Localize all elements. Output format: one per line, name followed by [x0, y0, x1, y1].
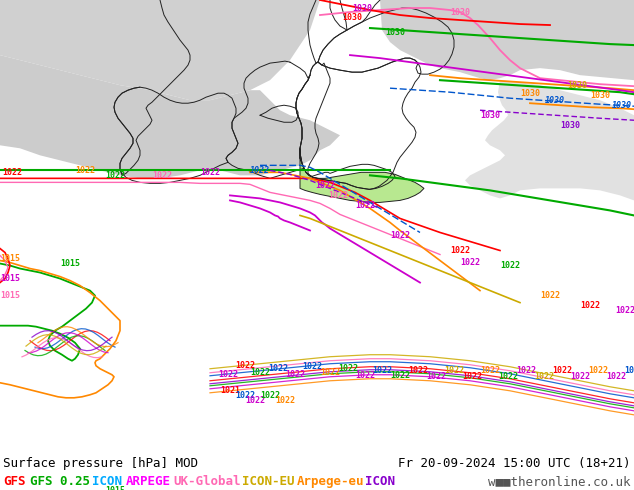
Text: 1022: 1022 — [390, 231, 410, 240]
Text: 1022: 1022 — [355, 371, 375, 380]
Text: 1022: 1022 — [328, 191, 348, 200]
Text: w■■theronline.co.uk: w■■theronline.co.uk — [489, 475, 631, 488]
Text: 1022: 1022 — [355, 201, 375, 210]
Text: 1022: 1022 — [372, 366, 392, 375]
Text: 1022: 1022 — [570, 372, 590, 381]
Text: 1022: 1022 — [408, 366, 428, 375]
Text: 1022: 1022 — [235, 361, 255, 370]
Text: 1022: 1022 — [606, 372, 626, 381]
Text: 1022: 1022 — [235, 392, 255, 400]
Text: 1022: 1022 — [285, 370, 305, 379]
Text: GFS: GFS — [3, 475, 25, 488]
Text: 1022: 1022 — [250, 368, 270, 377]
Text: GFS 0.25: GFS 0.25 — [30, 475, 91, 488]
Text: 1030: 1030 — [545, 96, 565, 105]
Text: 1022: 1022 — [498, 372, 518, 381]
Text: 1030: 1030 — [352, 3, 372, 13]
Text: ICON: ICON — [365, 475, 395, 488]
Text: Fr 20-09-2024 15:00 UTC (18+21): Fr 20-09-2024 15:00 UTC (18+21) — [399, 457, 631, 470]
Text: 1022: 1022 — [480, 366, 500, 375]
Text: 1030: 1030 — [612, 101, 632, 110]
Text: 1022: 1022 — [426, 372, 446, 381]
Polygon shape — [300, 148, 424, 202]
Text: Surface pressure [hPa] MOD: Surface pressure [hPa] MOD — [3, 457, 198, 470]
Text: 1022: 1022 — [338, 364, 358, 373]
Text: 1022: 1022 — [500, 261, 520, 270]
Text: Arpege-eu: Arpege-eu — [297, 475, 364, 488]
Text: 1030: 1030 — [560, 121, 580, 130]
Text: 1030: 1030 — [590, 91, 610, 99]
Text: 1021: 1021 — [220, 386, 240, 395]
Text: 1030: 1030 — [450, 7, 470, 17]
Text: 1022: 1022 — [460, 258, 480, 267]
Text: 1015: 1015 — [0, 254, 20, 263]
Text: 1022: 1022 — [320, 368, 340, 377]
Text: 1022: 1022 — [580, 301, 600, 310]
Text: 1022: 1022 — [302, 362, 322, 371]
Polygon shape — [0, 0, 320, 100]
Text: 1022: 1022 — [615, 306, 634, 315]
Text: ICON-EU: ICON-EU — [242, 475, 295, 488]
Text: 1022: 1022 — [260, 392, 280, 400]
Text: 1022: 1022 — [450, 246, 470, 255]
Text: 1022: 1022 — [105, 171, 125, 180]
Text: 1022: 1022 — [534, 372, 554, 381]
Text: 1022: 1022 — [516, 366, 536, 375]
Polygon shape — [380, 0, 634, 80]
Text: 1015: 1015 — [0, 291, 20, 300]
Text: 1022: 1022 — [200, 168, 220, 177]
Text: 1022: 1022 — [540, 291, 560, 300]
Text: ICON: ICON — [92, 475, 122, 488]
Text: 1022: 1022 — [268, 364, 288, 373]
Text: 1022: 1022 — [444, 366, 464, 375]
Text: 1022: 1022 — [75, 166, 95, 175]
Text: 1015: 1015 — [105, 487, 125, 490]
Text: 1022: 1022 — [2, 168, 22, 177]
Text: 1015: 1015 — [60, 259, 80, 268]
Text: 1030: 1030 — [480, 111, 500, 120]
Text: 1030: 1030 — [385, 27, 405, 37]
Text: 1022: 1022 — [315, 181, 335, 190]
Text: 1022: 1022 — [245, 396, 265, 405]
Text: 1015: 1015 — [0, 274, 20, 283]
Polygon shape — [0, 55, 340, 178]
Text: 1022: 1022 — [624, 366, 634, 375]
Text: 1022: 1022 — [588, 366, 608, 375]
Text: 1022: 1022 — [275, 396, 295, 405]
Text: 1030: 1030 — [567, 81, 587, 90]
Text: 1022: 1022 — [390, 371, 410, 380]
Text: ARPEGE: ARPEGE — [126, 475, 171, 488]
Text: 1022: 1022 — [218, 370, 238, 379]
Text: UK-Global: UK-Global — [174, 475, 242, 488]
Text: 1030: 1030 — [520, 89, 540, 98]
Text: 1022: 1022 — [152, 171, 172, 180]
Text: 1030: 1030 — [342, 13, 362, 22]
Polygon shape — [465, 80, 634, 200]
Text: 1022: 1022 — [552, 366, 572, 375]
Text: 1022: 1022 — [250, 166, 270, 175]
Text: 1022: 1022 — [462, 372, 482, 381]
